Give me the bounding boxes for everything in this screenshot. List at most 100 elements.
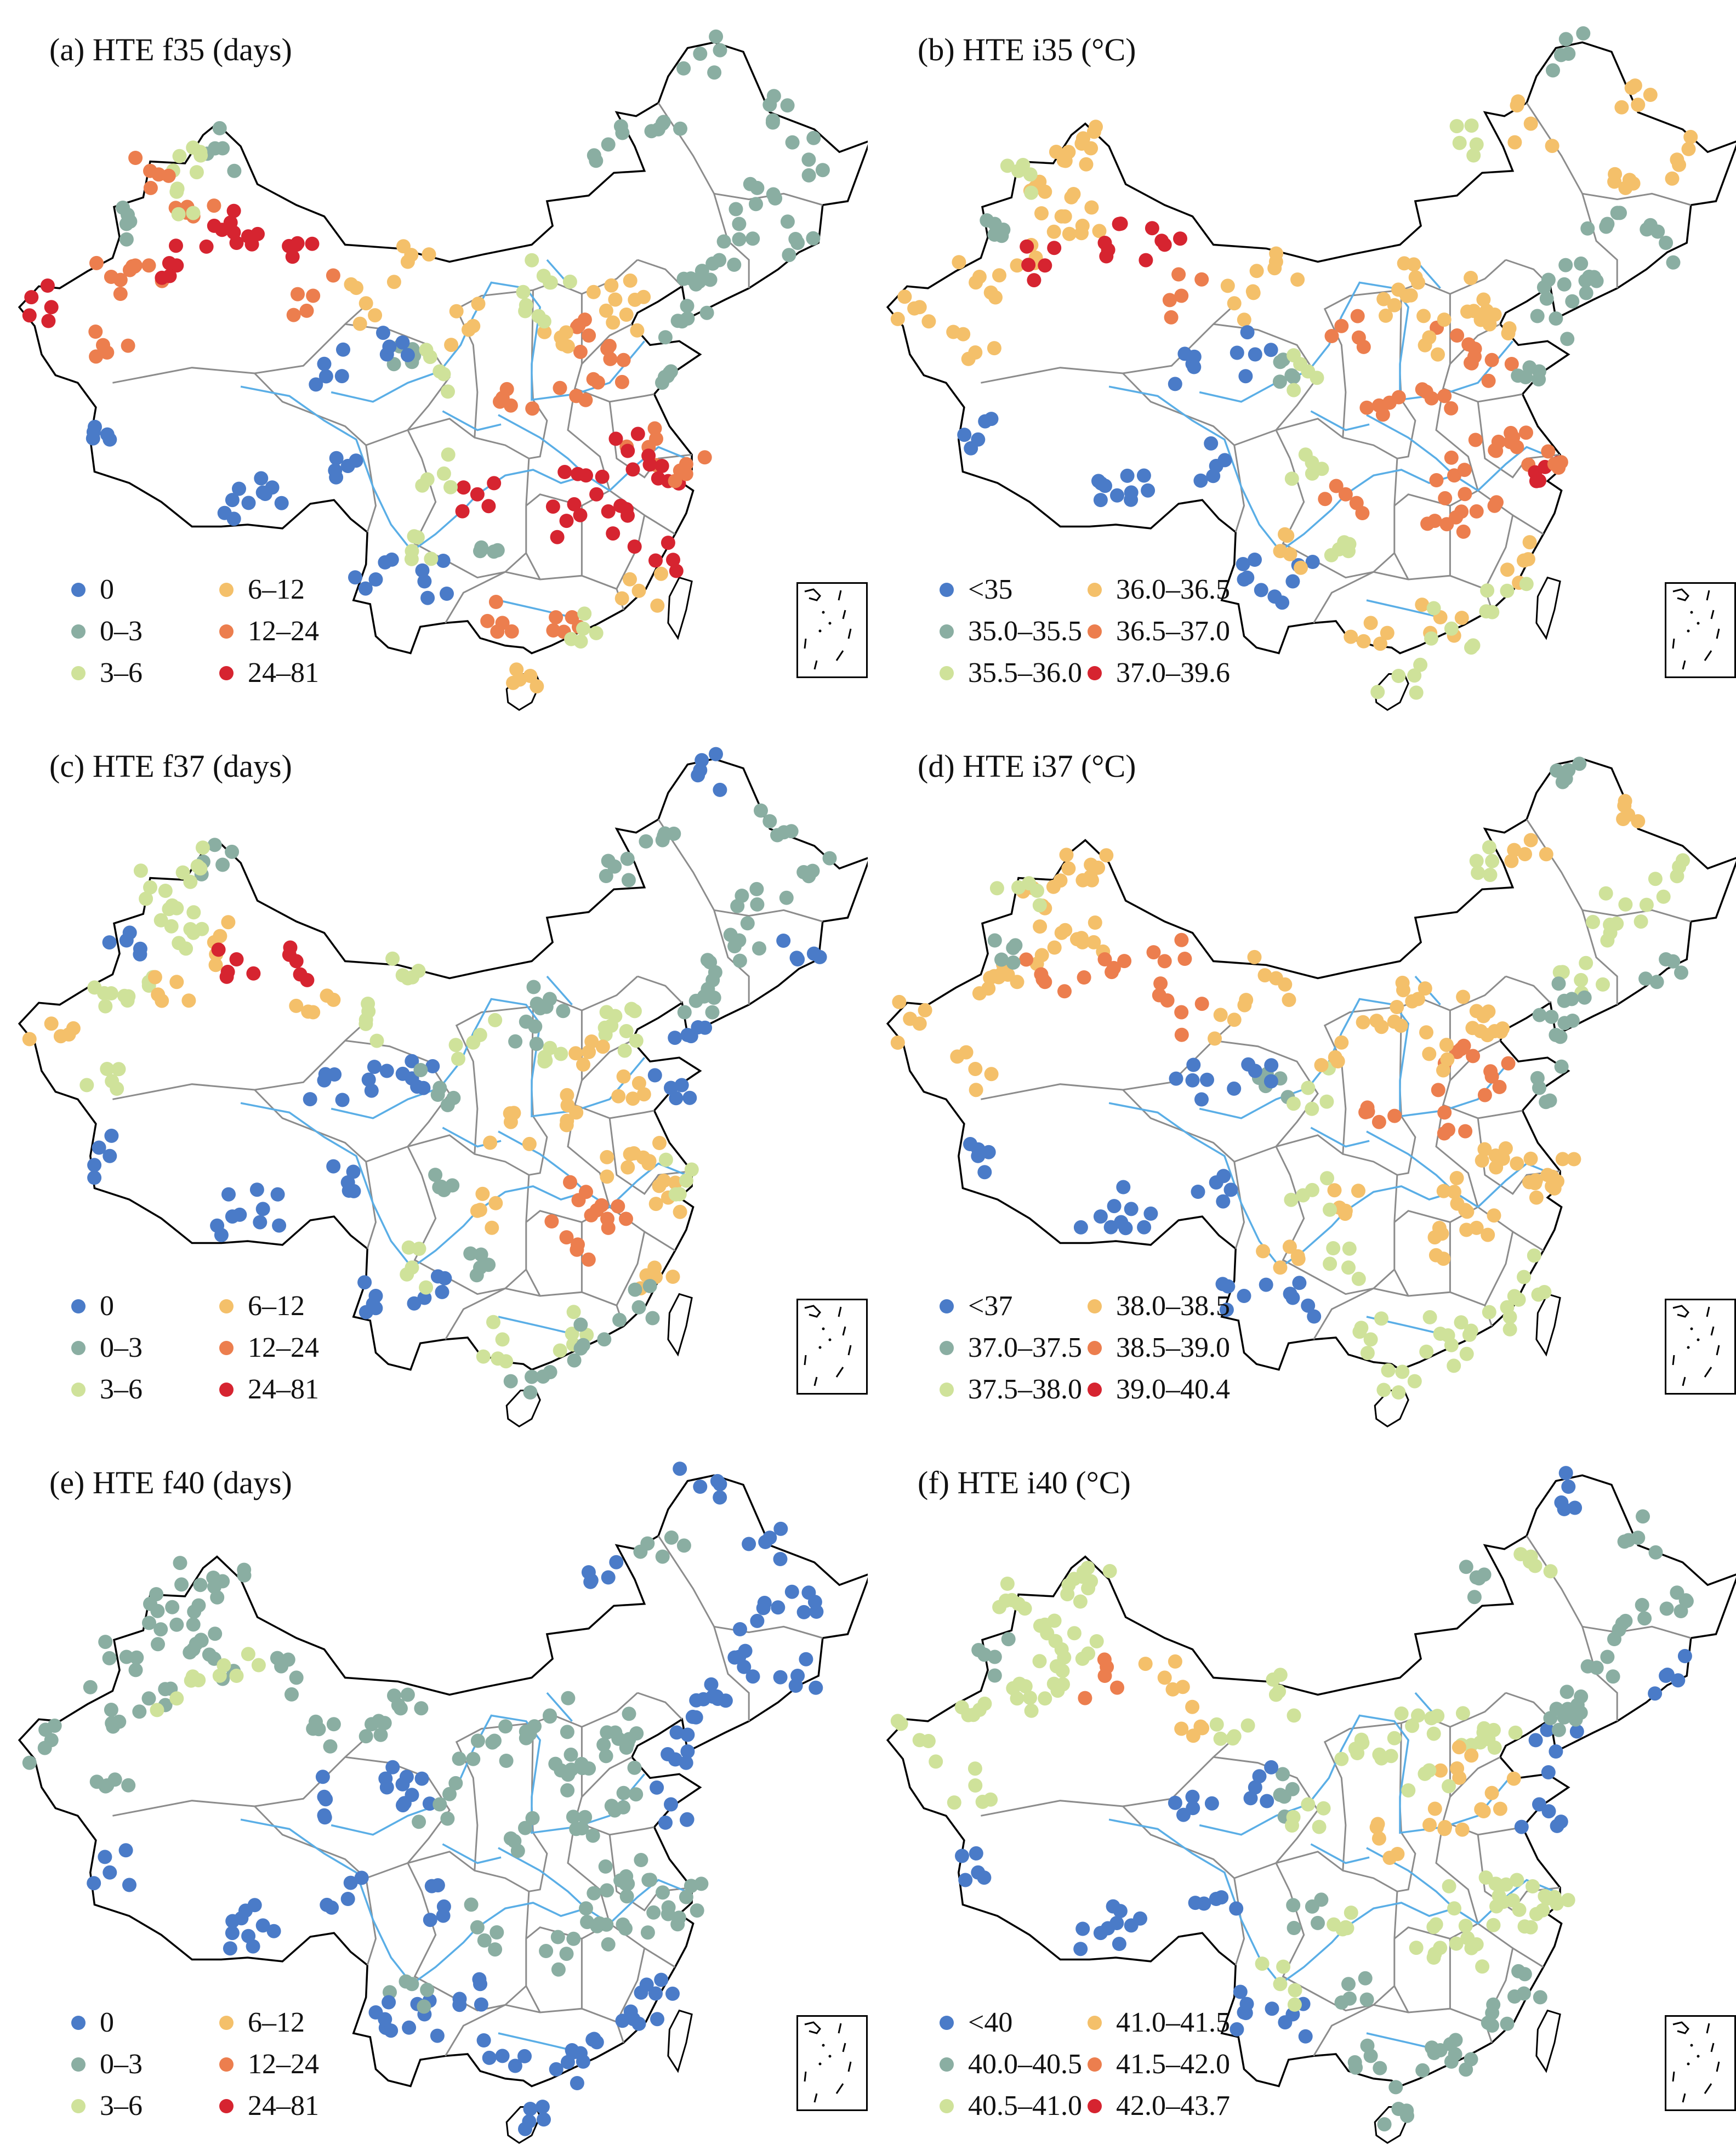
station-marker — [1073, 1594, 1088, 1609]
station-marker — [422, 247, 436, 262]
station-marker — [1466, 148, 1481, 163]
station-marker — [1312, 1819, 1327, 1834]
legend-item: 6–12 — [219, 2009, 305, 2037]
station-marker — [713, 1477, 727, 1492]
station-marker — [153, 913, 168, 928]
station-marker — [411, 964, 426, 978]
station-marker — [1160, 993, 1175, 1008]
station-marker — [221, 1187, 236, 1202]
station-marker — [96, 338, 110, 352]
station-marker — [1393, 1019, 1408, 1033]
station-marker — [238, 1903, 253, 1918]
province-boundary — [1393, 553, 1409, 580]
station-marker — [1648, 1545, 1663, 1560]
station-marker — [190, 859, 205, 873]
legend-swatch — [940, 666, 954, 680]
station-marker — [566, 1931, 581, 1946]
station-marker — [613, 119, 628, 134]
station-marker — [691, 768, 705, 783]
station-marker — [270, 1651, 284, 1665]
station-marker — [564, 1747, 578, 1762]
station-marker — [1599, 219, 1614, 234]
station-marker — [133, 863, 148, 878]
station-marker — [1659, 236, 1674, 250]
station-marker — [1558, 771, 1573, 786]
station-marker — [165, 1600, 180, 1614]
station-marker — [1532, 473, 1547, 488]
station-marker — [537, 1050, 552, 1064]
station-marker — [1437, 312, 1452, 327]
station-marker — [1613, 206, 1627, 220]
legend-swatch — [1088, 1299, 1102, 1313]
station-marker — [473, 1028, 487, 1042]
station-marker — [1193, 473, 1208, 488]
station-marker — [318, 1067, 333, 1082]
station-marker — [627, 539, 642, 554]
station-marker — [799, 1652, 813, 1666]
station-marker — [1482, 1305, 1496, 1319]
station-marker — [981, 1145, 996, 1159]
station-marker — [475, 1186, 490, 1201]
station-marker — [752, 941, 766, 956]
station-marker — [1395, 975, 1410, 990]
station-marker — [1456, 1038, 1471, 1053]
station-marker — [1010, 258, 1024, 273]
south-china-sea-inset — [796, 1299, 868, 1395]
station-marker — [589, 1203, 604, 1218]
station-marker — [162, 269, 177, 283]
station-marker — [1579, 955, 1593, 970]
station-marker — [1493, 1801, 1507, 1816]
station-marker — [186, 1617, 201, 1632]
station-marker — [890, 311, 905, 326]
station-marker — [623, 273, 638, 288]
station-marker — [1307, 1309, 1322, 1324]
province-boundary — [1449, 259, 1507, 295]
station-marker — [1681, 141, 1696, 156]
station-marker — [1633, 914, 1648, 929]
station-marker — [425, 1059, 440, 1073]
station-marker — [1397, 256, 1411, 271]
station-marker — [550, 530, 565, 544]
station-marker — [103, 1148, 117, 1163]
station-marker — [361, 1072, 376, 1087]
station-marker — [170, 181, 185, 196]
station-marker — [1477, 1088, 1492, 1102]
station-marker — [445, 1178, 460, 1193]
station-marker — [1060, 1587, 1075, 1602]
station-marker — [788, 232, 803, 246]
station-marker — [92, 1140, 106, 1155]
station-marker — [1186, 1801, 1200, 1816]
station-marker — [673, 1461, 687, 1476]
station-marker — [1500, 2016, 1515, 2031]
station-marker — [253, 1215, 267, 1230]
station-marker — [1073, 1942, 1088, 1956]
station-marker — [893, 1716, 908, 1731]
station-marker — [543, 1365, 557, 1379]
map-panel-a: (a) HTE f35 (days) 0 0–3 3–6 6–12 12–24 24–81 — [0, 0, 868, 716]
station-marker — [1264, 1760, 1279, 1774]
station-marker — [1439, 517, 1454, 532]
station-marker — [750, 897, 765, 912]
station-marker — [620, 851, 635, 866]
station-marker — [1444, 401, 1459, 416]
station-marker — [1133, 1911, 1147, 1926]
station-marker — [486, 1315, 500, 1329]
station-marker — [987, 933, 1002, 948]
station-marker — [1554, 1495, 1569, 1510]
station-marker — [1473, 1735, 1488, 1750]
station-marker — [1551, 1722, 1566, 1737]
legend-label: 0–3 — [100, 1332, 143, 1363]
station-marker — [1555, 1152, 1570, 1167]
province-boundary — [581, 323, 633, 365]
station-marker — [749, 881, 764, 896]
station-marker — [1138, 1657, 1153, 1671]
legend-item: 38.5–39.0 — [1088, 1334, 1230, 1362]
station-marker — [983, 285, 998, 300]
station-marker — [1535, 1903, 1550, 1918]
station-marker — [617, 1043, 632, 1058]
station-marker — [1282, 1239, 1297, 1254]
station-marker — [1541, 272, 1556, 287]
legend-item: 38.0–38.5 — [1088, 1292, 1230, 1321]
station-marker — [608, 431, 623, 446]
